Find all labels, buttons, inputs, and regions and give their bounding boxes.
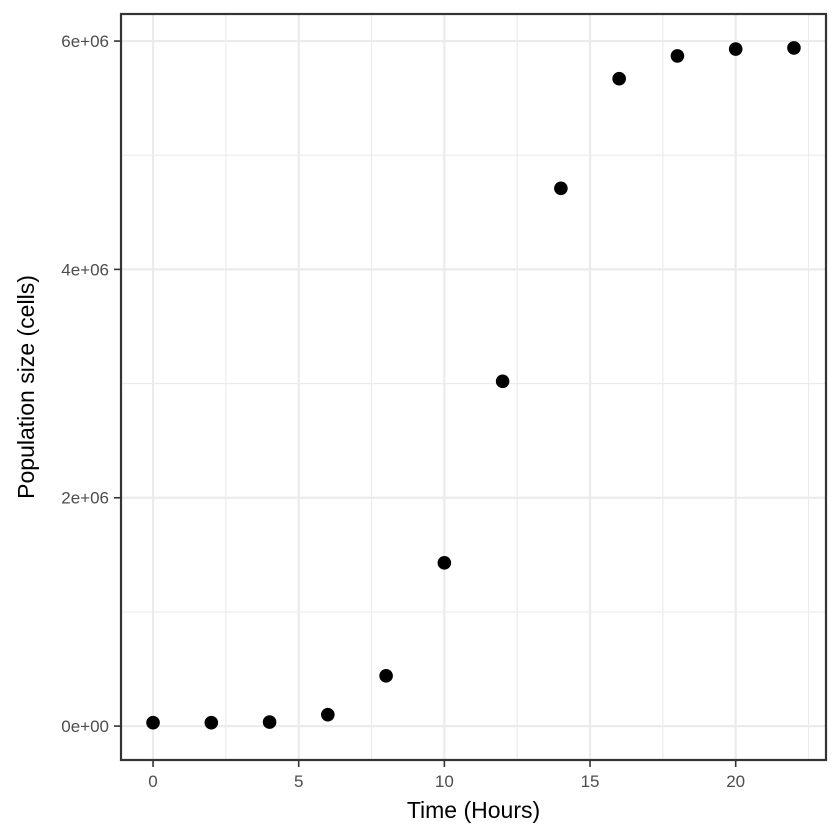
plot-panel xyxy=(119,12,828,762)
y-tick-label: 6e+06 xyxy=(61,32,109,51)
y-tick-label: 2e+06 xyxy=(61,489,109,508)
x-tick-label: 20 xyxy=(726,772,745,791)
x-axis-title: Time (Hours) xyxy=(407,797,540,823)
data-point xyxy=(495,374,510,389)
panel-border xyxy=(119,12,828,762)
data-point xyxy=(146,715,160,730)
x-tick-label: 10 xyxy=(435,772,454,791)
x-tick-label: 15 xyxy=(581,772,600,791)
data-points xyxy=(146,41,801,730)
data-point xyxy=(728,42,743,56)
data-point xyxy=(554,181,568,196)
data-point xyxy=(670,49,685,63)
data-point xyxy=(262,715,277,729)
data-point xyxy=(204,715,219,730)
y-tick-label: 0e+00 xyxy=(61,717,109,736)
minor-gridlines xyxy=(121,14,826,760)
data-point xyxy=(379,669,393,683)
y-tick-label: 4e+06 xyxy=(61,260,109,279)
y-axis: 0e+00 2e+06 4e+06 6e+06 xyxy=(61,32,121,736)
y-axis-title: Population size (cells) xyxy=(13,275,39,499)
data-point xyxy=(612,71,626,86)
panel-background xyxy=(121,14,826,760)
x-tick-label: 0 xyxy=(148,772,157,791)
data-point xyxy=(321,707,335,722)
data-point xyxy=(787,41,801,55)
x-tick-label: 5 xyxy=(294,772,303,791)
data-point xyxy=(437,556,452,570)
major-gridlines xyxy=(121,14,826,760)
x-axis: 0 5 10 15 20 xyxy=(148,760,745,791)
